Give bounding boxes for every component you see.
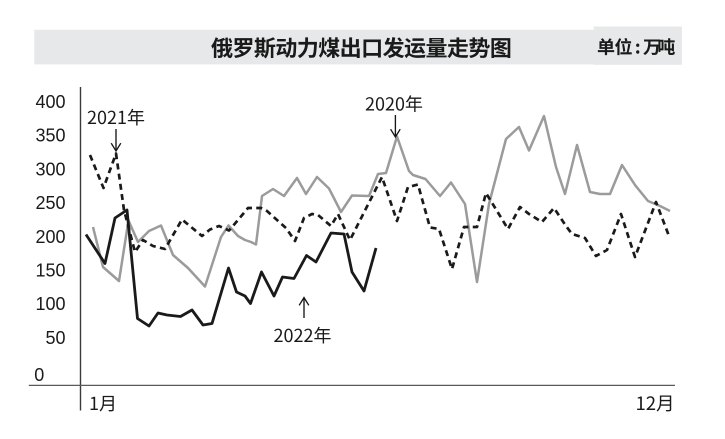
svg-text:50: 50	[45, 328, 65, 348]
svg-text:150: 150	[35, 261, 65, 281]
svg-text:0: 0	[34, 365, 44, 385]
svg-text:100: 100	[35, 294, 65, 314]
svg-text:250: 250	[35, 193, 65, 213]
svg-text:200: 200	[35, 227, 65, 247]
svg-text:300: 300	[35, 159, 65, 179]
svg-text:350: 350	[35, 126, 65, 146]
svg-text:400: 400	[35, 92, 65, 112]
